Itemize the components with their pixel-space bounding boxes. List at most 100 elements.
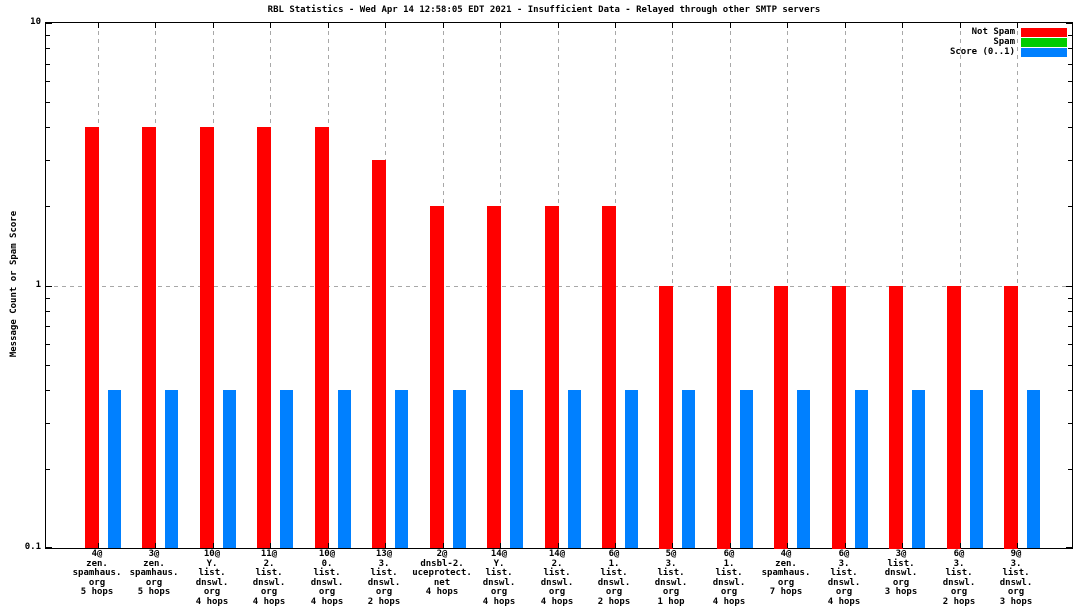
bar-score-0-1-1 <box>165 390 178 548</box>
y-minor-tick-right <box>1068 102 1072 103</box>
legend-label-spam: Spam <box>993 37 1015 47</box>
x-tick-label-line: list. <box>945 568 973 579</box>
bar-score-0-1-7 <box>510 390 523 548</box>
x-tick-label-line: 1. <box>723 558 735 569</box>
x-tick-label-line: dnswl. <box>712 577 746 588</box>
x-tick-label-14: 3@ list. dnswl. org 3 hops <box>853 549 949 598</box>
x-tick-bottom <box>443 543 444 548</box>
legend-swatch-score-0-1 <box>1021 47 1067 57</box>
y-minor-tick-left <box>46 160 50 161</box>
y-minor-tick-left <box>46 344 50 345</box>
x-tick-label-line: dnswl. <box>597 577 631 588</box>
x-tick-label-line: list. <box>198 568 226 579</box>
bar-not-spam-1 <box>142 127 156 548</box>
y-minor-tick-right <box>1068 64 1072 65</box>
x-tick-label-line: Y. <box>206 558 218 569</box>
x-tick-label-line: 6@ <box>608 549 620 559</box>
bar-not-spam-15 <box>947 286 961 549</box>
y-minor-tick-right <box>1068 35 1072 36</box>
y-tick-label-1: 1 <box>35 279 41 290</box>
x-tick-top <box>902 23 903 28</box>
x-tick-top <box>730 23 731 28</box>
x-tick-label-line: 3. <box>953 558 965 569</box>
y-major-tick-right <box>1066 547 1072 548</box>
x-tick-top <box>558 23 559 28</box>
x-tick-label-line: 2. <box>551 558 563 569</box>
x-tick-bottom <box>328 543 329 548</box>
x-tick-label-line: 6@ <box>723 549 735 559</box>
x-tick-label-line: org <box>490 587 508 598</box>
x-tick-label-line: 1 hop <box>657 596 685 607</box>
x-tick-label-line: org <box>720 587 738 598</box>
y-major-tick-right <box>1066 23 1072 24</box>
x-tick-label-line: 2 hops <box>367 596 401 607</box>
x-tick-label-line: Y. <box>493 558 505 569</box>
x-tick-label-line: org <box>203 587 221 598</box>
x-tick-label-line: org <box>318 587 336 598</box>
x-tick-label-line: org <box>662 587 680 598</box>
x-tick-label-5: 13@ 3. list. dnswl. org 2 hops <box>336 549 432 608</box>
y-minor-tick-right <box>1068 298 1072 299</box>
x-tick-label-0: 4@ zen. spamhaus. org 5 hops <box>49 549 145 598</box>
x-tick-label-line: org <box>375 587 393 598</box>
x-tick-top <box>213 23 214 28</box>
bar-score-0-1-2 <box>223 390 236 548</box>
y-minor-tick-right <box>1068 127 1072 128</box>
legend-label-score-0-1: Score (0..1) <box>949 47 1015 57</box>
x-tick-label-line: 4 hops <box>712 596 746 607</box>
x-tick-label-8: 14@ 2. list. dnswl. org 4 hops <box>509 549 605 608</box>
x-tick-bottom <box>155 543 156 548</box>
x-tick-label-line: dnswl. <box>999 577 1033 588</box>
vertical-gridline <box>902 23 903 548</box>
x-tick-label-line: list. <box>485 568 513 579</box>
bar-not-spam-13 <box>832 286 846 549</box>
x-tick-label-line: 14@ <box>490 549 508 559</box>
x-tick-label-line: list. <box>657 568 685 579</box>
x-tick-bottom <box>1017 543 1018 548</box>
x-tick-label-line: net <box>433 577 451 588</box>
bar-not-spam-3 <box>257 127 271 548</box>
x-tick-label-11: 6@ 1. list. dnswl. org 4 hops <box>681 549 777 608</box>
x-tick-bottom <box>270 543 271 548</box>
y-minor-tick-right <box>1068 423 1072 424</box>
y-minor-tick-left <box>46 390 50 391</box>
x-tick-label-line: 7 hops <box>769 587 803 598</box>
y-minor-tick-right <box>1068 390 1072 391</box>
bar-not-spam-16 <box>1004 286 1018 549</box>
y-minor-tick-left <box>46 423 50 424</box>
bar-score-0-1-12 <box>797 390 810 548</box>
x-tick-label-line: spamhaus. <box>129 568 179 579</box>
x-tick-label-line: org <box>548 587 566 598</box>
y-minor-tick-left <box>46 298 50 299</box>
bar-not-spam-5 <box>372 160 386 548</box>
y-tick-label-0-1: 0.1 <box>24 542 41 552</box>
x-tick-label-line: 4 hops <box>827 596 861 607</box>
x-tick-label-line: 9@ <box>1010 549 1022 559</box>
bar-not-spam-0 <box>85 127 99 548</box>
y-minor-tick-right <box>1068 365 1072 366</box>
x-tick-label-line: 4 hops <box>425 587 459 598</box>
x-tick-bottom <box>615 543 616 548</box>
x-tick-label-line: 3 hops <box>999 596 1033 607</box>
vertical-gridline <box>1017 23 1018 548</box>
y-minor-tick-left <box>46 365 50 366</box>
x-tick-label-line: 2 hops <box>597 596 631 607</box>
y-minor-tick-left <box>46 311 50 312</box>
bar-not-spam-2 <box>200 127 214 548</box>
x-tick-label-line: zen. <box>143 558 165 569</box>
x-tick-label-line: spamhaus. <box>761 568 811 579</box>
vertical-gridline <box>845 23 846 548</box>
legend-swatch-spam <box>1021 37 1067 47</box>
x-tick-label-line: 4 hops <box>195 596 229 607</box>
x-tick-label-line: 4 hops <box>310 596 344 607</box>
x-tick-label-line: dnswl. <box>195 577 229 588</box>
x-tick-label-line: 4 hops <box>540 596 574 607</box>
y-minor-tick-left <box>46 469 50 470</box>
x-tick-label-line: 3. <box>1010 558 1022 569</box>
y-minor-tick-left <box>46 35 50 36</box>
y-minor-tick-left <box>46 102 50 103</box>
x-tick-label-line: dnswl. <box>827 577 861 588</box>
legend-label-not-spam: Not Spam <box>971 27 1015 37</box>
x-tick-label-6: 2@ dnsbl-2. uceprotect. net 4 hops <box>394 549 490 598</box>
legend: Not Spam Spam Score (0..1) <box>950 27 1067 57</box>
